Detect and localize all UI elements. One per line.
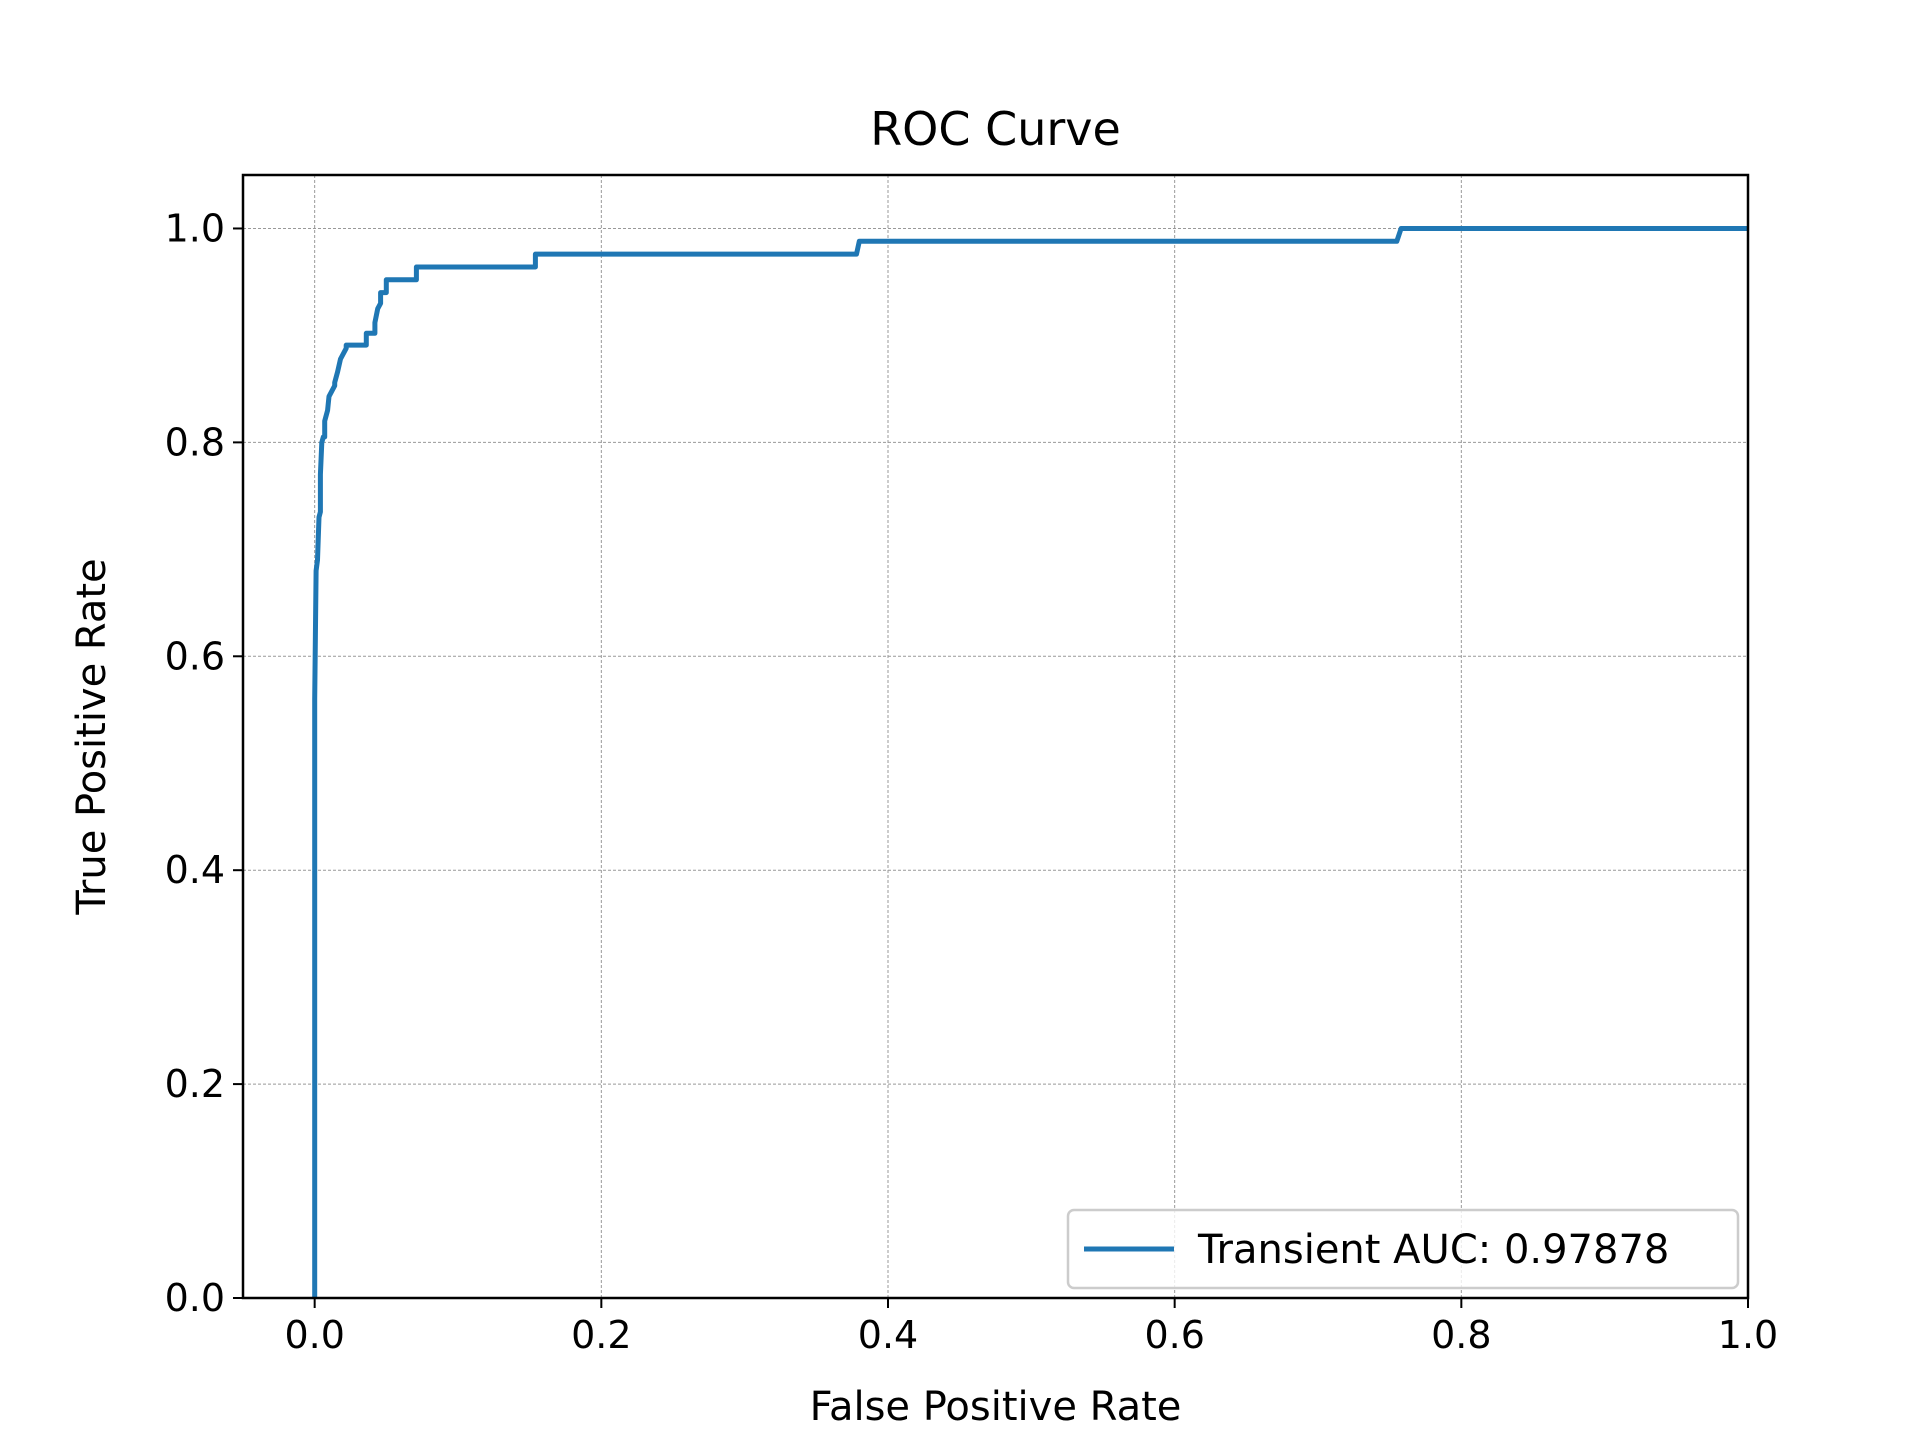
y-tick-label: 1.0	[165, 206, 225, 250]
roc-series-line	[312, 226, 1748, 1298]
y-tick-label: 0.8	[165, 420, 225, 464]
y-tick-label: 0.6	[165, 634, 225, 678]
y-axis-label: True Positive Rate	[69, 558, 115, 915]
y-tick-label: 0.2	[165, 1062, 225, 1106]
legend-label: Transient AUC: 0.97878	[1197, 1227, 1669, 1273]
x-tick-label: 0.4	[858, 1313, 918, 1357]
series-layer	[312, 226, 1748, 1298]
x-tick-label: 0.0	[284, 1313, 344, 1357]
y-tick-label: 0.0	[165, 1276, 225, 1320]
x-axis-label: False Positive Rate	[810, 1384, 1182, 1430]
plot-frame	[241, 173, 1750, 1300]
chart-title: ROC Curve	[870, 102, 1121, 156]
legend-box	[1066, 1208, 1740, 1290]
x-tick-label: 0.8	[1431, 1313, 1491, 1357]
x-tick-label: 1.0	[1718, 1313, 1778, 1357]
ticks: 0.0 0.2 0.4 0.6 0.8 1.0 0.0 0.2 0.4 0.6 0.8 1.0	[165, 206, 1779, 1357]
legend: Transient AUC: 0.97878	[1066, 1208, 1740, 1290]
x-tick-label: 0.6	[1144, 1313, 1204, 1357]
y-tick-label: 0.4	[165, 848, 225, 892]
grid	[243, 175, 1749, 1299]
x-tick-label: 0.2	[571, 1313, 631, 1357]
